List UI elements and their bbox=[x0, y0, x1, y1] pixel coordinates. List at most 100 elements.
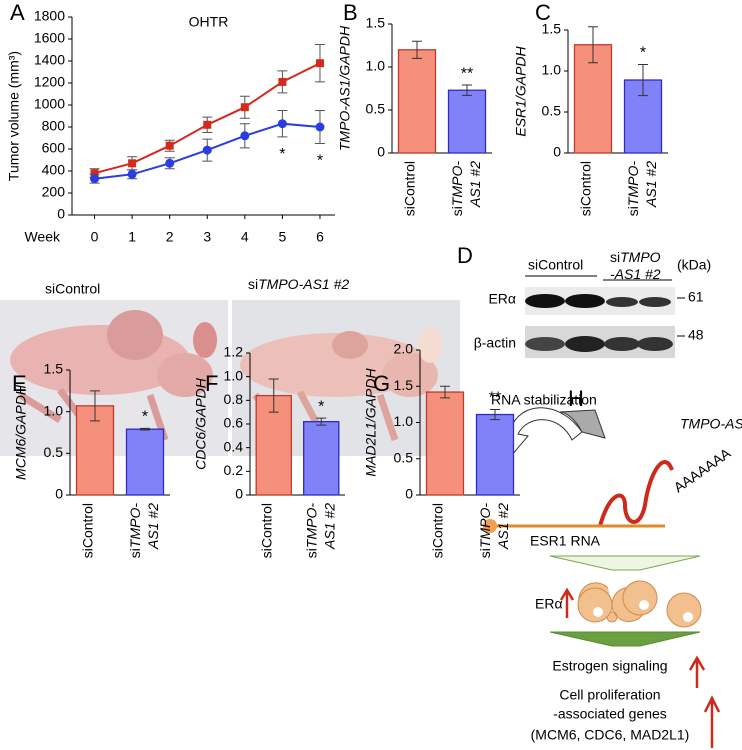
diagram-text: Cell proliferation bbox=[559, 687, 660, 703]
x-tick-label: siTMPO- AS1 #2 bbox=[477, 503, 511, 559]
x-tick-group: siTMPO- AS1 #2 bbox=[477, 503, 511, 559]
point bbox=[315, 122, 325, 132]
x-tick-label: 0 bbox=[91, 229, 99, 245]
y-tick-label: 0.5 bbox=[542, 103, 562, 119]
y-tick-label: 1.0 bbox=[394, 413, 414, 429]
x-tick-label: siControl bbox=[80, 503, 96, 558]
x-tick-label: siControl bbox=[578, 161, 594, 216]
x-tick-group: siTMPO- AS1 #2 bbox=[449, 161, 483, 217]
x-tick-label: siControl bbox=[430, 503, 446, 558]
y-tick-label: 0.8 bbox=[224, 391, 244, 407]
lncrna-strand bbox=[598, 460, 674, 527]
y-tick-label: 1.0 bbox=[542, 62, 562, 78]
band bbox=[639, 297, 671, 307]
point bbox=[277, 119, 287, 129]
y-tick-label: 600 bbox=[42, 140, 66, 156]
y-tick-label: 800 bbox=[42, 118, 66, 134]
x-tick-label: 4 bbox=[241, 229, 249, 245]
diagram-text: ERα bbox=[535, 596, 563, 612]
error-bar bbox=[462, 84, 472, 96]
up-arrow bbox=[688, 655, 706, 688]
error-bar bbox=[588, 26, 598, 64]
y-tick-label: 0 bbox=[235, 486, 243, 502]
blot-row: β-actin bbox=[474, 335, 516, 351]
x-tick-group: siControl bbox=[578, 161, 594, 216]
y-tick-label: 1400 bbox=[34, 52, 65, 68]
y-tick-label: 0 bbox=[57, 206, 65, 222]
panel-label: A bbox=[10, 0, 25, 25]
up-arrow bbox=[559, 587, 575, 618]
point bbox=[90, 169, 99, 178]
error-bar bbox=[90, 390, 100, 422]
y-axis-label: CDC6/GAPDH bbox=[193, 377, 209, 470]
x-tick-group: siControl bbox=[258, 503, 274, 558]
x-tick-group: siTMPO- AS1 #2 bbox=[625, 161, 659, 217]
mouse bbox=[240, 333, 430, 397]
x-tick-label: 1 bbox=[128, 229, 136, 245]
photo-label: siControl bbox=[45, 281, 100, 297]
y-axis-label: TMPO-AS1/GAPDH bbox=[337, 25, 353, 151]
blot-group: siControl bbox=[528, 257, 583, 273]
y-tick-label: 0.6 bbox=[224, 415, 244, 431]
y-tick-label: 0.5 bbox=[44, 444, 64, 460]
error-bar bbox=[638, 63, 648, 97]
panel-label: E bbox=[12, 371, 27, 396]
y-tick-label: 1.5 bbox=[44, 361, 64, 377]
kda: 48 bbox=[688, 327, 704, 343]
panel-label: F bbox=[205, 371, 218, 396]
point bbox=[128, 159, 137, 168]
x-tick-label: 6 bbox=[316, 229, 324, 245]
x-tick-group: siTMPO- AS1 #2 bbox=[303, 503, 337, 559]
point bbox=[203, 120, 212, 129]
mouse-head bbox=[157, 353, 213, 397]
western-blot bbox=[525, 275, 685, 358]
x-tick-group: siControl bbox=[402, 161, 418, 216]
error-bar bbox=[440, 385, 450, 399]
panel-label: B bbox=[343, 0, 358, 25]
point bbox=[240, 103, 249, 112]
y-tick-label: 1.5 bbox=[394, 377, 414, 393]
x-tick-label: siTMPO- AS1 #2 bbox=[449, 161, 483, 217]
y-axis-label: MCM6/GAPDH bbox=[13, 384, 29, 480]
mouse-ear bbox=[193, 322, 217, 358]
x-tick-label: 5 bbox=[279, 229, 287, 245]
bar bbox=[447, 89, 487, 154]
significance: ** bbox=[489, 390, 501, 407]
kda: 61 bbox=[688, 289, 704, 305]
x-tick-group: siControl bbox=[430, 503, 446, 558]
y-tick-label: 400 bbox=[42, 162, 66, 178]
arrow-down bbox=[549, 631, 701, 647]
y-axis-label: Tumor volume (mm³) bbox=[6, 51, 22, 181]
photo-label: siTMPO-AS1 #2 bbox=[248, 276, 349, 292]
protein bbox=[577, 587, 613, 623]
diagram-text: Estrogen signaling bbox=[552, 658, 667, 674]
protein bbox=[622, 580, 658, 616]
bar bbox=[425, 391, 465, 496]
y-tick-label: 1.0 bbox=[366, 58, 386, 74]
tumor bbox=[332, 331, 368, 359]
y-tick-label: 0 bbox=[405, 486, 413, 502]
error-bar bbox=[140, 427, 150, 431]
diagram-text: RNA stabilization bbox=[491, 392, 597, 408]
y-tick-label: 0.2 bbox=[224, 462, 244, 478]
y-axis-label: MAD2L1/GAPDH bbox=[363, 368, 379, 477]
point bbox=[202, 145, 212, 155]
point bbox=[127, 169, 137, 179]
point bbox=[90, 174, 100, 184]
point bbox=[165, 141, 174, 150]
diagram-text: -associated genes bbox=[553, 706, 667, 722]
band bbox=[604, 337, 640, 351]
point bbox=[315, 59, 324, 68]
cap bbox=[483, 519, 497, 533]
diagram-text: ESR1 RNA bbox=[530, 533, 601, 549]
y-tick-label: 1.0 bbox=[224, 367, 244, 383]
y-tick-label: 1600 bbox=[34, 30, 65, 46]
band bbox=[637, 337, 673, 351]
blot-row: ERα bbox=[488, 291, 516, 307]
mouse-head bbox=[382, 353, 438, 397]
point bbox=[165, 158, 175, 168]
x-tick-label: siControl bbox=[258, 503, 274, 558]
mechanism-diagram bbox=[483, 407, 721, 748]
tumor bbox=[107, 310, 163, 360]
